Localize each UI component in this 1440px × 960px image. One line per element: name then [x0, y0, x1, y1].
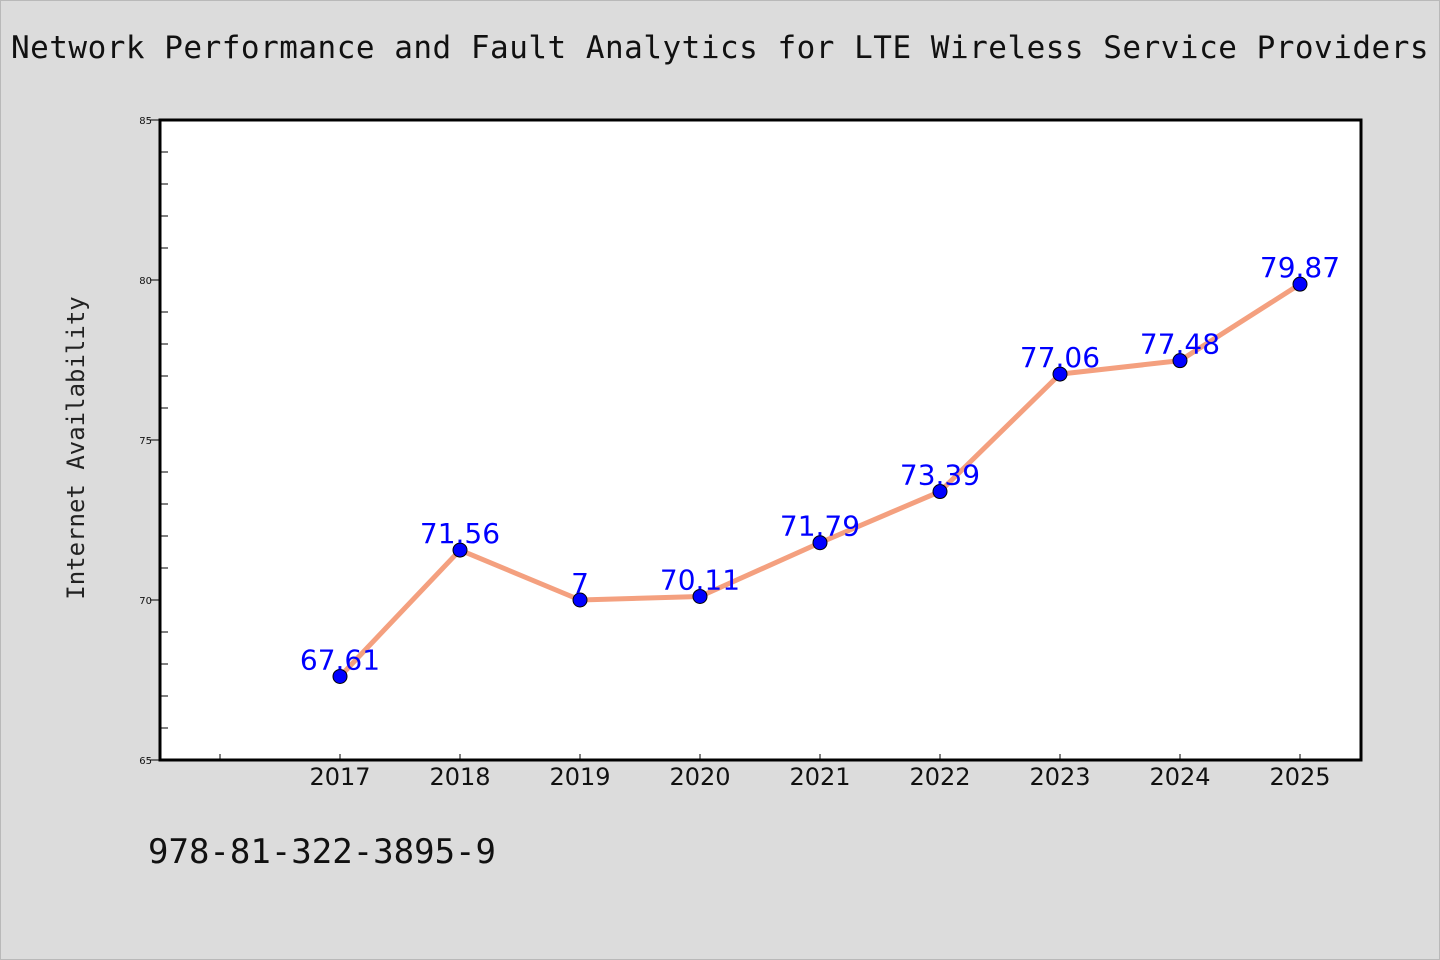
- data-point: [812, 535, 828, 551]
- data-label: 79.87: [1260, 251, 1340, 284]
- data-point: [452, 542, 468, 558]
- x-tick-label: 2022: [909, 763, 970, 791]
- y-tick-label: 65: [139, 756, 152, 767]
- x-tick-label: 2020: [669, 763, 730, 791]
- x-tick-label: 2025: [1269, 763, 1330, 791]
- data-point: [572, 592, 588, 608]
- data-label: 67.61: [300, 643, 380, 676]
- data-label: 70.11: [660, 563, 740, 596]
- data-point: [1292, 276, 1308, 292]
- x-tick-label: 2024: [1149, 763, 1210, 791]
- data-labels-group: 67.61 71.56 7 70.11 71.79 73.39 77.06 77.48 79.8…: [300, 251, 1340, 676]
- data-point: [692, 588, 708, 604]
- data-point: [1172, 353, 1188, 369]
- y-axis-ticks: 65 70 75 80 85: [139, 116, 168, 767]
- y-tick-label: 85: [139, 116, 152, 127]
- y-axis-label: Internet Availability: [62, 296, 90, 599]
- data-label: 71.79: [780, 510, 860, 543]
- chart-title: Network Performance and Fault Analytics …: [10, 30, 1430, 66]
- x-tick-label: 2019: [549, 763, 610, 791]
- y-tick-label: 80: [139, 276, 152, 287]
- data-point: [1052, 366, 1068, 382]
- x-axis-ticks: 2017 2018 2019 2020 2021 2022 2023 2024 2025: [219, 754, 1331, 791]
- data-point: [332, 668, 348, 684]
- x-tick-label: 2017: [309, 763, 370, 791]
- y-tick-label: 70: [139, 596, 152, 607]
- data-label: 73.39: [900, 459, 980, 492]
- series-points-group: [332, 276, 1308, 684]
- x-tick-label: 2021: [789, 763, 850, 791]
- x-tick-label: 2023: [1029, 763, 1090, 791]
- data-label: 71.56: [420, 517, 500, 550]
- data-point: [932, 484, 948, 500]
- data-label: 77.06: [1020, 341, 1100, 374]
- data-label: 77.48: [1140, 328, 1220, 361]
- footer-code: 978-81-322-3895-9: [148, 832, 496, 872]
- data-label: 7: [571, 567, 589, 600]
- x-tick-label: 2018: [429, 763, 490, 791]
- y-tick-label: 75: [139, 436, 152, 447]
